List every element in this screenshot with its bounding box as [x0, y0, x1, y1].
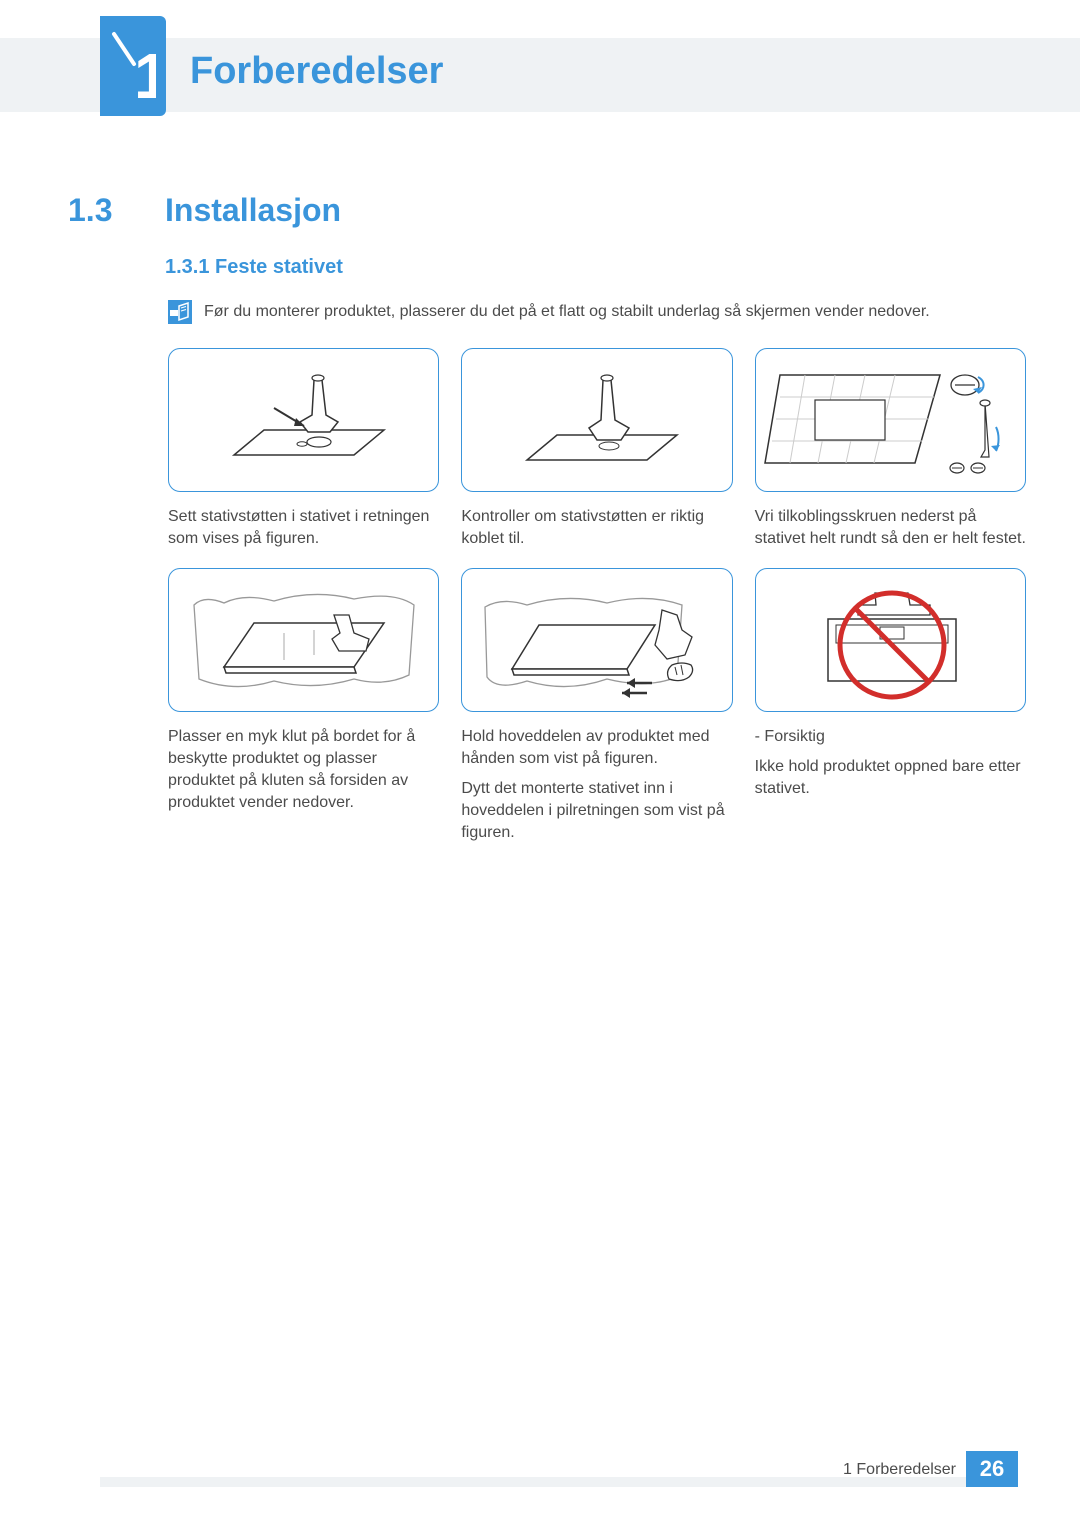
step-cell: Hold hoveddelen av produktet med hånden … — [461, 568, 732, 844]
chapter-title: Forberedelser — [190, 50, 443, 93]
step-caption: Kontroller om stativstøtten er riktig ko… — [461, 506, 732, 550]
figure-hold-insert-icon — [477, 575, 717, 705]
step-cell: Sett stativstøtten i stativet i retninge… — [168, 348, 439, 550]
chapter-badge: 1 — [100, 16, 166, 116]
step-cell: - Forsiktig Ikke hold produktet oppned b… — [755, 568, 1026, 844]
step-figure — [755, 568, 1026, 712]
footer-chapter-label: 1 Forberedelser — [843, 1461, 956, 1479]
step-caption: Sett stativstøtten i stativet i retninge… — [168, 506, 439, 550]
step-figure — [755, 348, 1026, 492]
note-icon — [168, 300, 192, 324]
note-text: Før du monterer produktet, plasserer du … — [204, 303, 930, 321]
page-number: 26 — [966, 1451, 1018, 1487]
step-figure — [461, 568, 732, 712]
step-caption: Plasser en myk klut på bordet for å besk… — [168, 726, 439, 814]
figure-screw-underside-icon — [760, 355, 1020, 485]
step-cell: Vri tilkoblingsskruen nederst på stative… — [755, 348, 1026, 550]
figure-prohibit-icon — [780, 575, 1000, 705]
figure-stand-check-icon — [497, 360, 697, 480]
section-title: Installasjon — [165, 192, 341, 229]
step-caption: Vri tilkoblingsskruen nederst på stative… — [755, 506, 1026, 550]
svg-text:1: 1 — [134, 40, 156, 108]
step-figure — [168, 568, 439, 712]
step-cell: Kontroller om stativstøtten er riktig ko… — [461, 348, 732, 550]
step-caption-extra: Dytt det monterte stativet inn i hovedde… — [461, 778, 732, 844]
subsection-heading: 1.3.1 Feste stativet — [165, 256, 343, 279]
step-caption-extra: Ikke hold produktet oppned bare etter st… — [755, 756, 1026, 800]
step-caption: - Forsiktig — [755, 726, 1026, 748]
step-caption: Hold hoveddelen av produktet med hånden … — [461, 726, 732, 770]
section-number: 1.3 — [68, 192, 112, 229]
step-figure — [168, 348, 439, 492]
chapter-number-icon: 1 — [110, 28, 156, 108]
figure-cloth-placement-icon — [184, 575, 424, 705]
figure-stand-insert-icon — [204, 360, 404, 480]
steps-grid: Sett stativstøtten i stativet i retninge… — [168, 348, 1026, 844]
step-figure — [461, 348, 732, 492]
step-cell: Plasser en myk klut på bordet for å besk… — [168, 568, 439, 844]
